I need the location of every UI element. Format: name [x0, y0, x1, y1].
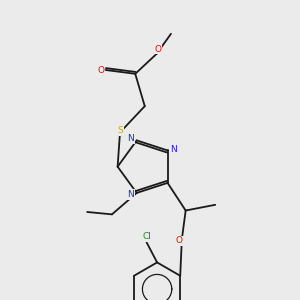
Text: O: O: [98, 65, 104, 74]
Text: N: N: [128, 190, 134, 199]
Text: Cl: Cl: [142, 232, 151, 241]
Text: N: N: [128, 134, 134, 143]
Text: N: N: [170, 145, 177, 154]
Text: S: S: [117, 126, 123, 135]
Text: O: O: [154, 44, 162, 53]
Text: O: O: [176, 236, 183, 245]
